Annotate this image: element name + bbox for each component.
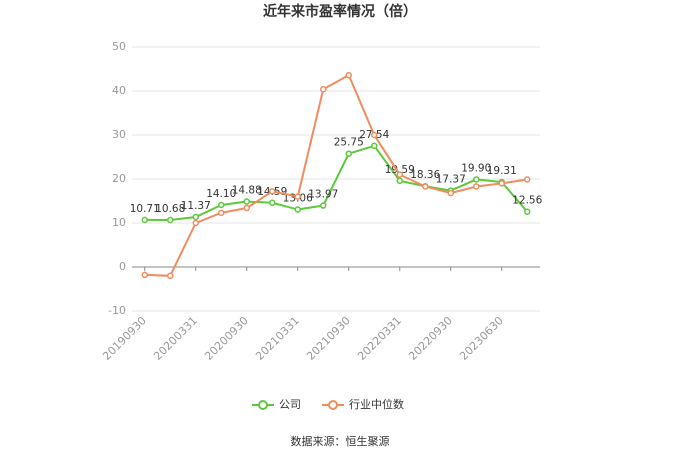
point: [167, 216, 174, 224]
point: [141, 216, 148, 224]
x-tick-label: 20230630: [457, 314, 506, 363]
point: [243, 198, 250, 205]
point: [141, 271, 148, 279]
data-label: 14.10: [206, 188, 236, 200]
data-label: 11.37: [181, 200, 211, 212]
legend-label: 公司: [279, 398, 301, 411]
chart-title: 近年来市盈率情况（倍）: [263, 3, 417, 20]
point: [243, 204, 250, 212]
point: [294, 193, 301, 200]
point: [269, 199, 276, 207]
y-tick-label: 20: [112, 172, 126, 185]
point: [524, 176, 531, 183]
point: [167, 272, 174, 280]
point: [371, 142, 378, 150]
point: [320, 202, 327, 209]
point: [218, 201, 225, 209]
legend-marker: [328, 400, 338, 410]
y-tick-label: 10: [112, 216, 126, 229]
series-line: [144, 144, 529, 222]
point: [192, 219, 199, 227]
data-label: 13.97: [308, 189, 338, 201]
point: [396, 171, 403, 178]
x-tick-label: 20200930: [202, 314, 251, 363]
x-tick-label: 20210331: [253, 314, 302, 363]
data-label: 19.31: [487, 165, 517, 177]
series-line: [144, 73, 528, 277]
point: [320, 85, 327, 93]
x-tick-label: 20190930: [100, 314, 149, 363]
data-label: 12.56: [512, 195, 542, 207]
x-tick-label: 20220331: [355, 314, 404, 363]
x-tick-label: 20210930: [304, 314, 353, 363]
point: [218, 209, 225, 217]
point: [371, 131, 378, 139]
data-label: 19.90: [461, 162, 491, 174]
point: [192, 213, 199, 221]
data-label: 19.59: [385, 164, 415, 176]
point: [524, 208, 531, 215]
data-label: 18.36: [410, 169, 440, 181]
legend-label: 行业中位数: [349, 397, 404, 411]
y-tick-label: 40: [112, 84, 126, 97]
point: [447, 189, 454, 197]
y-tick-label: 50: [112, 40, 126, 53]
point: [473, 176, 480, 183]
x-tick-label: 20200331: [151, 314, 200, 363]
data-label: 17.37: [436, 174, 466, 186]
point: [345, 150, 352, 157]
y-tick-label: 30: [112, 128, 126, 141]
x-tick-label: 20220930: [406, 314, 455, 363]
point: [473, 183, 480, 190]
data-label: 10.68: [155, 203, 185, 215]
data-label: 14.88: [232, 185, 262, 197]
point: [345, 71, 352, 79]
data-label: 25.75: [334, 137, 364, 149]
point: [498, 180, 505, 187]
legend-marker: [258, 400, 268, 410]
point: [294, 206, 301, 213]
data-label: 10.71: [130, 203, 160, 215]
point: [422, 183, 429, 190]
y-tick-label: -10: [108, 304, 126, 317]
source: 数据来源：恒生聚源: [291, 434, 390, 448]
point: [396, 177, 403, 185]
y-tick-label: 0: [119, 260, 126, 273]
point: [269, 188, 276, 195]
